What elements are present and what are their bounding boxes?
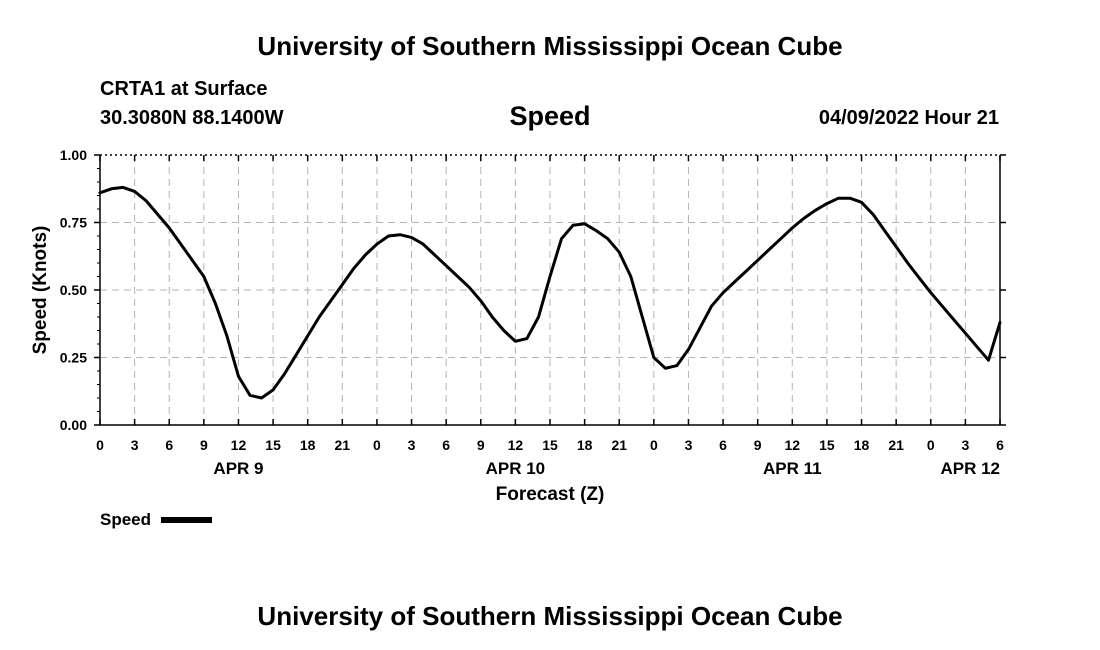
station-name: CRTA1 at Surface (100, 78, 267, 100)
x-tick-label: 15 (542, 437, 558, 453)
x-tick-label: 9 (200, 437, 208, 453)
x-tick-label: 15 (265, 437, 281, 453)
variable-title: Speed (509, 101, 590, 131)
forecast-timestamp: 04/09/2022 Hour 21 (819, 107, 999, 129)
x-tick-label: 3 (685, 437, 693, 453)
x-tick-label: 6 (442, 437, 450, 453)
y-tick-label: 0.25 (60, 350, 87, 366)
date-label: APR 9 (213, 459, 263, 478)
x-tick-label: 12 (785, 437, 801, 453)
x-tick-label: 0 (650, 437, 658, 453)
x-tick-label: 6 (996, 437, 1004, 453)
x-tick-label: 3 (131, 437, 139, 453)
x-tick-label: 0 (373, 437, 381, 453)
y-tick-label: 1.00 (60, 147, 87, 163)
date-label: APR 12 (940, 459, 1000, 478)
legend-label: Speed (100, 510, 151, 529)
date-label: APR 10 (486, 459, 546, 478)
y-axis-label: Speed (Knots) (30, 226, 51, 355)
x-tick-label: 9 (754, 437, 762, 453)
speed-series-line (98, 185, 1002, 400)
footer-title: University of Southern Mississippi Ocean… (257, 601, 842, 631)
y-tick-label: 0.00 (60, 417, 87, 433)
x-tick-label: 21 (611, 437, 627, 453)
y-tick-label: 0.50 (60, 282, 87, 298)
station-location: 30.3080N 88.1400W (100, 107, 284, 129)
x-tick-label: 6 (719, 437, 727, 453)
x-tick-label: 12 (508, 437, 524, 453)
x-tick-label: 12 (231, 437, 247, 453)
x-tick-label: 18 (854, 437, 870, 453)
x-tick-label: 6 (165, 437, 173, 453)
x-tick-label: 0 (927, 437, 935, 453)
x-tick-label: 15 (819, 437, 835, 453)
legend: Speed (100, 510, 212, 529)
x-tick-label: 9 (477, 437, 485, 453)
x-tick-label: 18 (577, 437, 593, 453)
x-tick-label: 18 (300, 437, 316, 453)
x-tick-label: 3 (961, 437, 969, 453)
axes-layer: 0 3 6 9 12 15 18 21 0 3 6 9 12 15 18 21 0 3 6 9 12 15 18 21 0 3 6 0… (60, 147, 1006, 478)
x-tick-label: 21 (335, 437, 351, 453)
x-tick-label: 21 (888, 437, 904, 453)
grid-layer (100, 155, 1000, 425)
x-axis-label: Forecast (Z) (496, 484, 605, 505)
x-tick-label: 0 (96, 437, 104, 453)
chart-title: University of Southern Mississippi Ocean… (257, 31, 842, 61)
series-layer (98, 185, 1002, 400)
x-tick-label: 3 (408, 437, 416, 453)
date-label: APR 11 (763, 459, 822, 478)
y-tick-label: 0.75 (60, 215, 87, 231)
